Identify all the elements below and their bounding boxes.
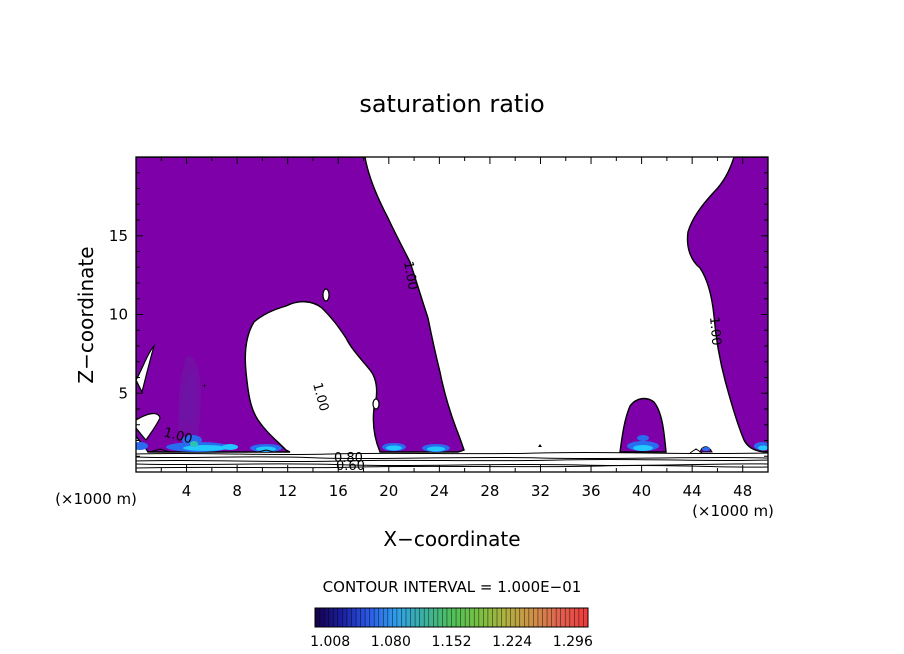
y-axis: 5 10 15 <box>109 172 768 457</box>
unsaturated-notch-left <box>136 343 156 394</box>
surface-maxima <box>136 435 768 452</box>
svg-text:+: + <box>202 383 207 390</box>
contour-label-1: 1.00 <box>400 260 420 291</box>
y-axis-label: Z−coordinate <box>74 246 98 383</box>
contour-label-5: 0.80 <box>334 451 363 466</box>
supersaturated-region-left <box>136 157 465 453</box>
y-tick-label: 15 <box>109 227 128 245</box>
colorbar-label: 1.080 <box>371 634 411 650</box>
colorbar: 1.008 1.080 1.152 1.224 1.296 <box>310 607 593 650</box>
chart-title: saturation ratio <box>359 90 544 118</box>
contour-interval: CONTOUR INTERVAL = 1.000E−01 <box>323 578 582 596</box>
supersaturated-region-right <box>686 157 768 453</box>
colorbar-label: 1.008 <box>310 634 350 650</box>
contour-label-6: 0.60 <box>336 459 365 474</box>
x-tick-label: 24 <box>430 482 449 500</box>
x-tick-label: 40 <box>632 482 651 500</box>
x-tick-label: 36 <box>581 482 600 500</box>
x-tick-label: 4 <box>182 482 192 500</box>
contour-label-3: 1.00 <box>309 381 331 413</box>
y-tick-label: 5 <box>118 384 128 402</box>
z-unit-label: (×1000 m) <box>55 490 137 508</box>
x-tick-label: 28 <box>480 482 499 500</box>
colorbar-label: 1.152 <box>431 634 471 650</box>
y-tick-label: 10 <box>109 306 128 324</box>
surface-contours <box>136 448 768 469</box>
x-axis-label: X−coordinate <box>383 527 520 551</box>
x-tick-label: 12 <box>278 482 297 500</box>
cloud-bump-40 <box>619 397 667 453</box>
colorbar-label: 1.296 <box>553 634 593 650</box>
x-tick-label: 44 <box>683 482 702 500</box>
x-tick-label: 8 <box>232 482 242 500</box>
contour-label-2: 1.00 <box>706 316 723 346</box>
x-tick-label: 48 <box>733 482 752 500</box>
colorbar-label: 1.224 <box>492 634 532 650</box>
plot-area: + <box>136 157 768 469</box>
x-axis: 4 8 12 16 20 24 28 32 36 40 44 48 <box>160 157 752 500</box>
x-unit-label: (×1000 m) <box>692 502 774 520</box>
x-tick-label: 32 <box>531 482 550 500</box>
contour-labels: 1.00 1.00 1.00 1.00 0.80 0.60 <box>162 260 724 474</box>
x-tick-label: 20 <box>379 482 398 500</box>
contour-label-4: 1.00 <box>162 425 194 447</box>
x-tick-label: 16 <box>329 482 348 500</box>
